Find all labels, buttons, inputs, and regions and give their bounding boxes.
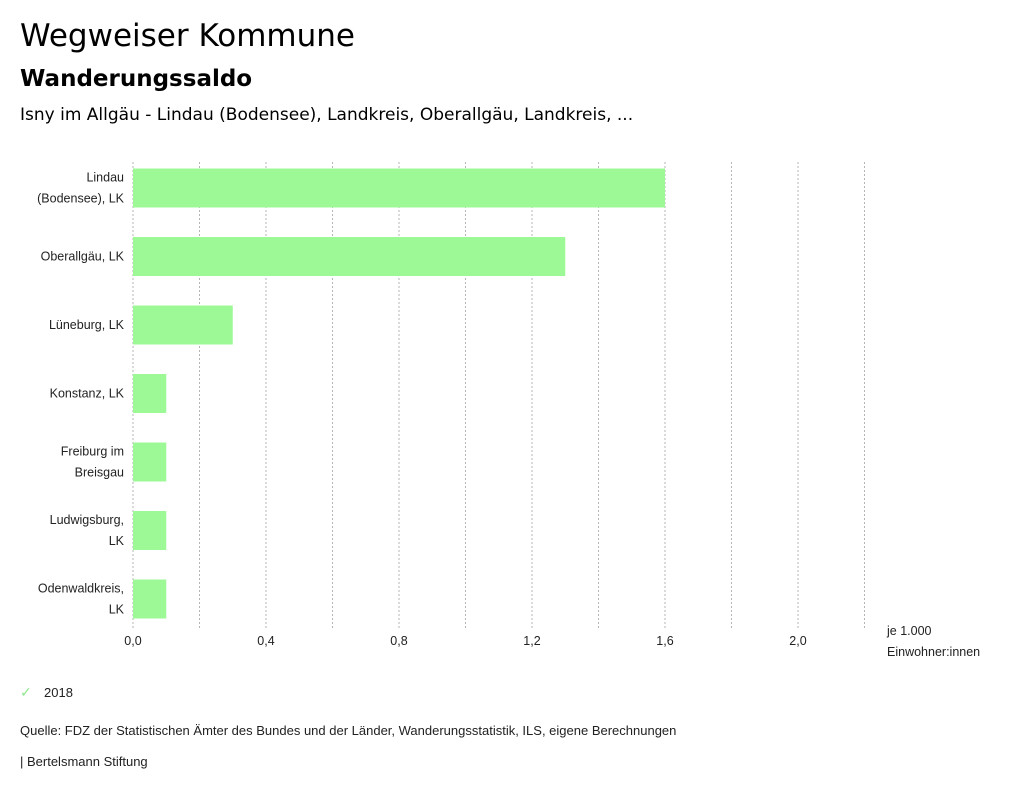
category-label: Odenwaldkreis, LK [38, 582, 125, 617]
legend[interactable]: ✓ 2018 [20, 684, 73, 701]
check-icon: ✓ [20, 684, 32, 700]
chart-context: Isny im Allgäu - Lindau (Bodensee), Land… [20, 105, 634, 125]
x-tick-label: 1,6 [656, 634, 673, 648]
bar[interactable] [133, 511, 167, 550]
bar[interactable] [133, 579, 167, 619]
category-label: Konstanz, LK [50, 387, 125, 401]
category-label: Lindau (Bodensee), LK [37, 171, 125, 206]
bar-chart: Lindau (Bodensee), LK Oberallgäu, LK Lünebu… [37, 162, 980, 659]
chart-subtitle: Wanderungssaldo [20, 66, 253, 92]
x-tick-label: 1,2 [523, 634, 540, 648]
category-labels: Lindau (Bodensee), LK Oberallgäu, LK Lünebu… [37, 171, 125, 617]
legend-label-2018: 2018 [44, 685, 73, 700]
bar[interactable] [133, 374, 167, 413]
gridlines [132, 162, 865, 628]
x-tick-label: 0,4 [257, 634, 274, 648]
x-axis-ticks: 0,0 0,4 0,8 1,2 1,6 2,0 [124, 634, 806, 648]
bar[interactable] [133, 305, 233, 345]
x-tick-label: 0,0 [124, 634, 141, 648]
category-label: Lüneburg, LK [49, 318, 125, 332]
category-label: Oberallgäu, LK [41, 250, 125, 264]
x-tick-label: 2,0 [789, 634, 806, 648]
x-tick-label: 0,8 [390, 634, 407, 648]
source-note: Quelle: FDZ der Statistischen Ämter des … [20, 723, 677, 738]
credit-note: | Bertelsmann Stiftung [20, 754, 148, 769]
bar[interactable] [133, 237, 566, 276]
category-label: Ludwigsburg, LK [50, 513, 125, 548]
x-axis-unit-label: Einwohner:innen [887, 645, 980, 659]
bar[interactable] [133, 442, 167, 482]
bars [133, 168, 665, 619]
x-axis-unit-label: je 1.000 [886, 624, 932, 638]
bar[interactable] [133, 168, 665, 208]
x-axis-label: je 1.000 Einwohner:innen [886, 624, 980, 659]
category-label: Freiburg im Breisgau [61, 445, 124, 480]
page-title: Wegweiser Kommune [20, 18, 355, 54]
